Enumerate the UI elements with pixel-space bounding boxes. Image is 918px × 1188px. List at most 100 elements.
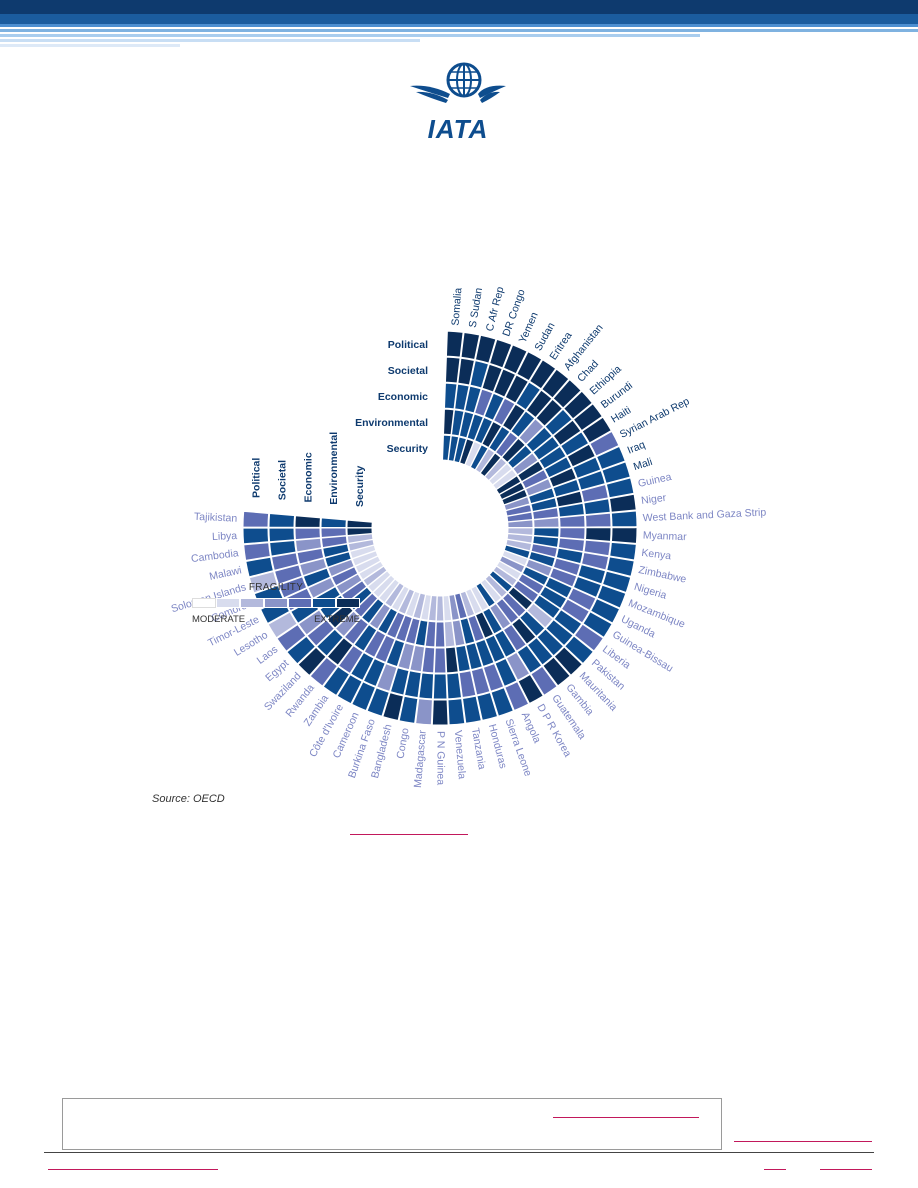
country-label: Congo — [395, 727, 412, 760]
heatmap-cell — [557, 537, 586, 553]
heatmap-cell — [501, 403, 526, 432]
country-label: Iraq — [626, 439, 647, 457]
iata-logo: IATA — [408, 58, 508, 144]
heatmap-cell — [545, 618, 574, 647]
heatmap-cell — [458, 670, 477, 699]
heatmap-cell — [610, 527, 638, 544]
country-label: West Bank and Gaza Strip — [642, 506, 766, 524]
heatmap-cell — [517, 673, 544, 705]
heatmap-cell — [454, 383, 470, 412]
country-label: Madagascar — [412, 729, 429, 788]
heatmap-cell — [560, 598, 591, 624]
fragility-chart: Somalia S Sudan C Afr Rep DR Congo Yemen Suda… — [0, 230, 918, 830]
footer-page-link-underline[interactable] — [764, 1169, 786, 1170]
heatmap-cell — [447, 698, 466, 726]
footer-left-link-underline[interactable] — [48, 1169, 218, 1170]
heatmap-cell — [555, 547, 584, 565]
heatmap-cell — [445, 330, 464, 358]
globe-wings-icon — [410, 62, 506, 103]
heatmap-cell — [515, 381, 542, 411]
heatmap-cell — [363, 629, 387, 658]
heatmap-cell — [320, 517, 347, 529]
caption-link-underline[interactable] — [350, 834, 468, 835]
heatmap-cell — [457, 357, 475, 386]
heatmap-cell — [552, 419, 582, 446]
dimension-label-side: Societal — [276, 460, 288, 500]
heatmap-cell — [516, 351, 543, 382]
dimension-label-side: Security — [354, 465, 366, 507]
heatmap-cell — [268, 527, 296, 543]
heatmap-cell — [595, 445, 626, 471]
heatmap-cell — [382, 691, 405, 722]
country-label: P N Guinea — [434, 731, 446, 785]
dimension-label-top: Societal — [388, 365, 428, 377]
heatmap-cell — [465, 642, 483, 671]
footer-total-link-underline[interactable] — [820, 1169, 872, 1170]
heatmap-cell — [460, 331, 481, 361]
heatmap-cell — [489, 338, 513, 369]
heatmap-cell — [362, 657, 386, 688]
heatmap-cell — [601, 461, 631, 485]
heatmap-cell — [544, 408, 573, 437]
country-label: Haiti — [609, 404, 633, 425]
heatmap-cell — [343, 617, 370, 646]
heatmap-cell — [528, 359, 557, 390]
heatmap-cell — [484, 634, 506, 663]
heatmap-cell — [589, 598, 621, 624]
heatmap-cell — [511, 617, 537, 645]
header-navy-stripe — [0, 0, 918, 14]
header-blue-stripe — [0, 14, 918, 24]
dimension-label-top: Economic — [378, 391, 428, 403]
heatmap-cell — [267, 611, 298, 639]
heatmap-cell — [553, 609, 583, 636]
heatmap-cell — [403, 670, 422, 699]
heatmap-cell — [309, 656, 339, 687]
heatmap-cell — [526, 602, 554, 629]
heatmap-cell — [432, 673, 448, 700]
heatmap-cell — [415, 698, 433, 726]
heatmap-cell — [580, 551, 610, 571]
heatmap-cell — [276, 623, 307, 652]
heatmap-cell — [504, 680, 530, 712]
heatmap-cell — [245, 556, 274, 578]
logo-wordmark: IATA — [427, 114, 489, 144]
heatmap-cell — [397, 642, 416, 671]
heatmap-cell — [376, 662, 398, 693]
heatmap-cell — [518, 418, 545, 445]
heatmap-cell — [536, 628, 565, 657]
heatmap-cell — [526, 636, 554, 666]
country-label: Cambodia — [190, 547, 239, 565]
heatmap-cell — [242, 510, 270, 528]
heatmap-cell — [297, 646, 327, 677]
heatmap-cell — [542, 656, 571, 687]
country-label: Honduras — [486, 723, 509, 770]
legend-swatch — [264, 598, 288, 608]
heatmap-cell — [552, 378, 582, 409]
heatmap-cell — [320, 527, 347, 539]
heatmap-cell — [299, 557, 328, 577]
heatmap-cell — [525, 426, 553, 453]
legend-min-label: MODERATE — [192, 614, 246, 625]
heatmap-cell — [434, 621, 446, 648]
dimension-label-side: Political — [250, 458, 262, 498]
footer-side-link-underline[interactable] — [734, 1141, 872, 1142]
heatmap-cell — [494, 657, 518, 688]
footer-box-link-underline[interactable] — [553, 1117, 699, 1118]
footer-rule — [44, 1152, 874, 1153]
heatmap-cell — [577, 564, 607, 585]
heatmap-cell — [409, 644, 426, 673]
heatmap-cell — [530, 665, 558, 696]
country-label: Syrian Arab Rep — [618, 395, 692, 441]
heatmap-cell — [532, 435, 561, 461]
heatmap-cell — [581, 416, 612, 444]
heatmap-cell — [294, 537, 323, 553]
country-label: Niger — [640, 492, 667, 507]
heatmap-cell — [445, 646, 459, 674]
heatmap-cell — [418, 672, 435, 700]
country-label: Venezuela — [452, 730, 468, 780]
heatmap-cell — [525, 389, 553, 419]
dimension-label-side: Economic — [302, 452, 314, 502]
heatmap-cell — [398, 695, 419, 724]
heatmap-cell — [286, 635, 317, 665]
